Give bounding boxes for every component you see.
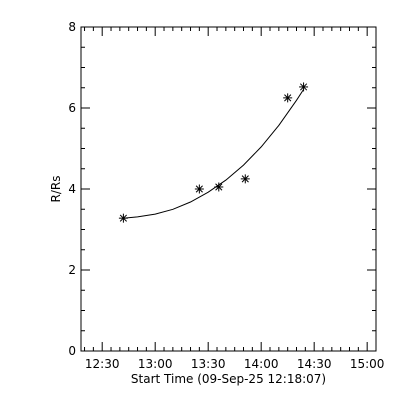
y-tick-label: 2	[68, 263, 76, 277]
y-tick-label: 8	[68, 20, 76, 34]
plot-frame	[80, 26, 377, 352]
data-point-asterisk	[240, 174, 250, 184]
y-tick-label: 0	[68, 344, 76, 358]
x-tick-label: 13:00	[138, 357, 173, 371]
x-tick-label: 15:00	[350, 357, 385, 371]
x-tick-label: 13:30	[191, 357, 226, 371]
data-point-asterisk	[299, 82, 309, 92]
asterisk-stroke	[299, 83, 308, 91]
y-axis-title: R/Rs	[49, 176, 63, 203]
asterisk-stroke	[215, 183, 223, 191]
x-tick-label: 14:00	[244, 357, 279, 371]
fit-curve	[123, 89, 305, 219]
y-tick-label: 6	[68, 101, 76, 115]
asterisk-stroke	[195, 185, 203, 193]
asterisk-stroke	[119, 214, 127, 222]
data-point-asterisk	[214, 182, 224, 192]
y-tick-label: 4	[68, 182, 76, 196]
x-axis-title: Start Time (09-Sep-25 12:18:07)	[131, 372, 326, 386]
data-point-asterisk	[194, 184, 204, 194]
asterisk-stroke	[284, 94, 292, 102]
x-tick-label: 14:30	[297, 357, 332, 371]
data-point-asterisk	[118, 213, 128, 223]
x-tick-label: 12:30	[85, 357, 120, 371]
data-point-asterisk	[283, 93, 293, 103]
asterisk-stroke	[241, 175, 249, 183]
